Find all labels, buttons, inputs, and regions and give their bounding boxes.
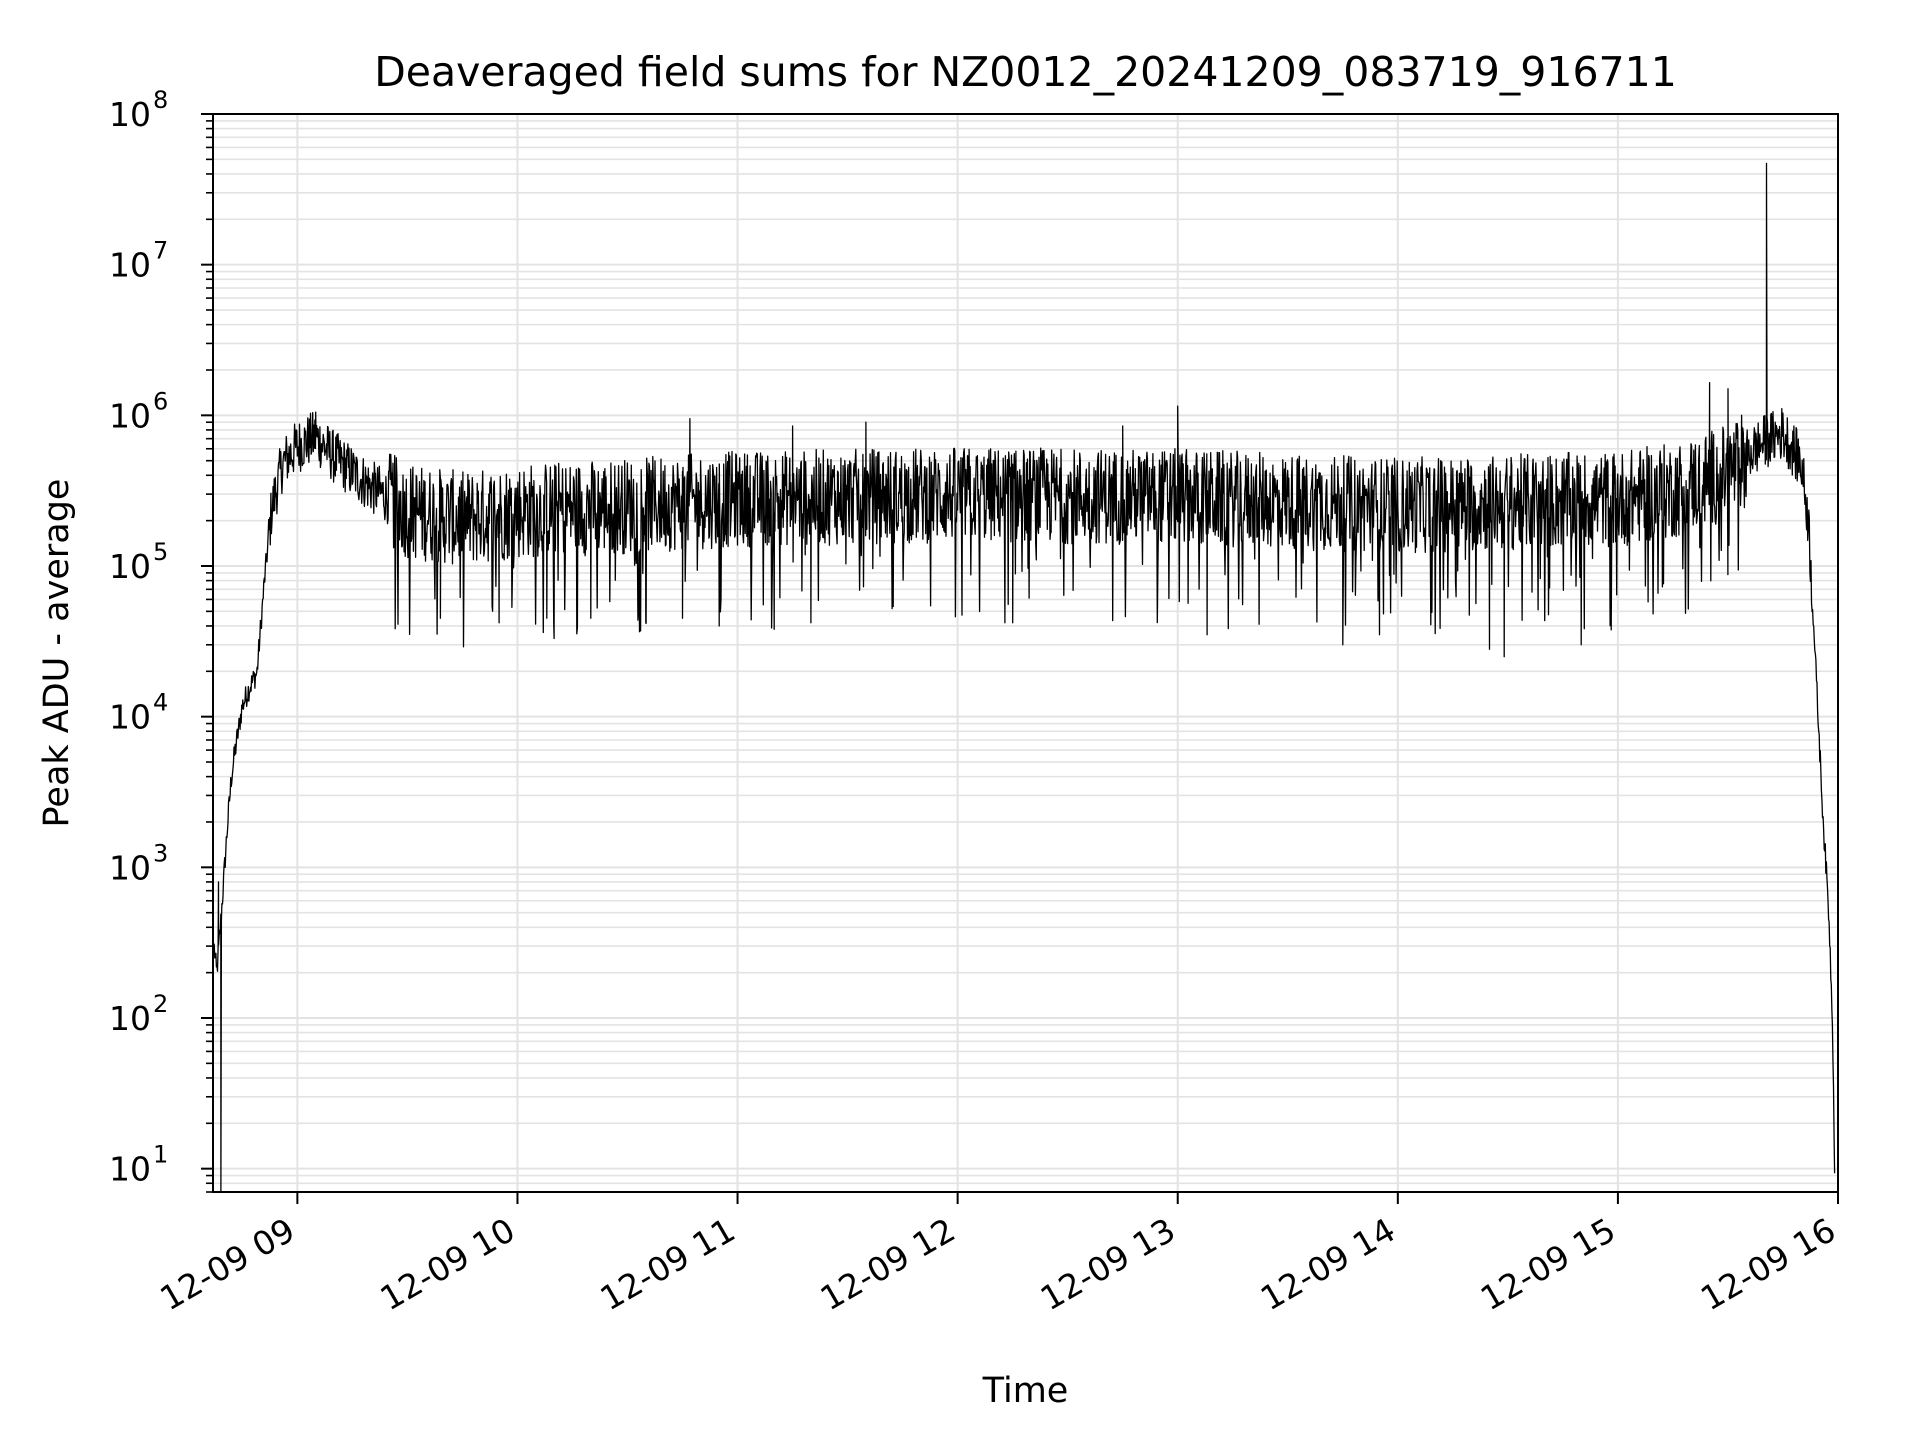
y-tick-label: 10: [109, 698, 151, 737]
y-tick-label: 10: [109, 1150, 151, 1189]
y-tick-exponent: 8: [153, 86, 168, 114]
y-tick-label: 10: [109, 547, 151, 586]
y-tick-exponent: 3: [153, 839, 168, 867]
plot-frame: [212, 113, 1839, 1193]
y-tick-exponent: 1: [153, 1141, 168, 1169]
series-line: [213, 162, 1836, 1193]
y-axis-title: Peak ADU - average: [37, 479, 77, 828]
y-tick-exponent: 6: [153, 387, 168, 415]
y-tick-exponent: 4: [153, 689, 168, 717]
y-tick-label: 10: [109, 246, 151, 285]
chart-title: Deaveraged field sums for NZ0012_2024120…: [374, 48, 1677, 96]
series-layer: [213, 162, 1836, 1193]
x-axis-title: Time: [982, 1371, 1069, 1411]
y-tick-exponent: 2: [153, 990, 168, 1018]
y-tick-label: 10: [109, 999, 151, 1038]
major-grid: [213, 113, 1839, 1192]
y-tick-label: 10: [109, 396, 151, 435]
y-tick-label: 10: [109, 848, 151, 887]
y-tick-label: 10: [109, 95, 151, 134]
y-tick-exponent: 7: [153, 237, 168, 265]
y-tick-exponent: 5: [153, 538, 168, 566]
